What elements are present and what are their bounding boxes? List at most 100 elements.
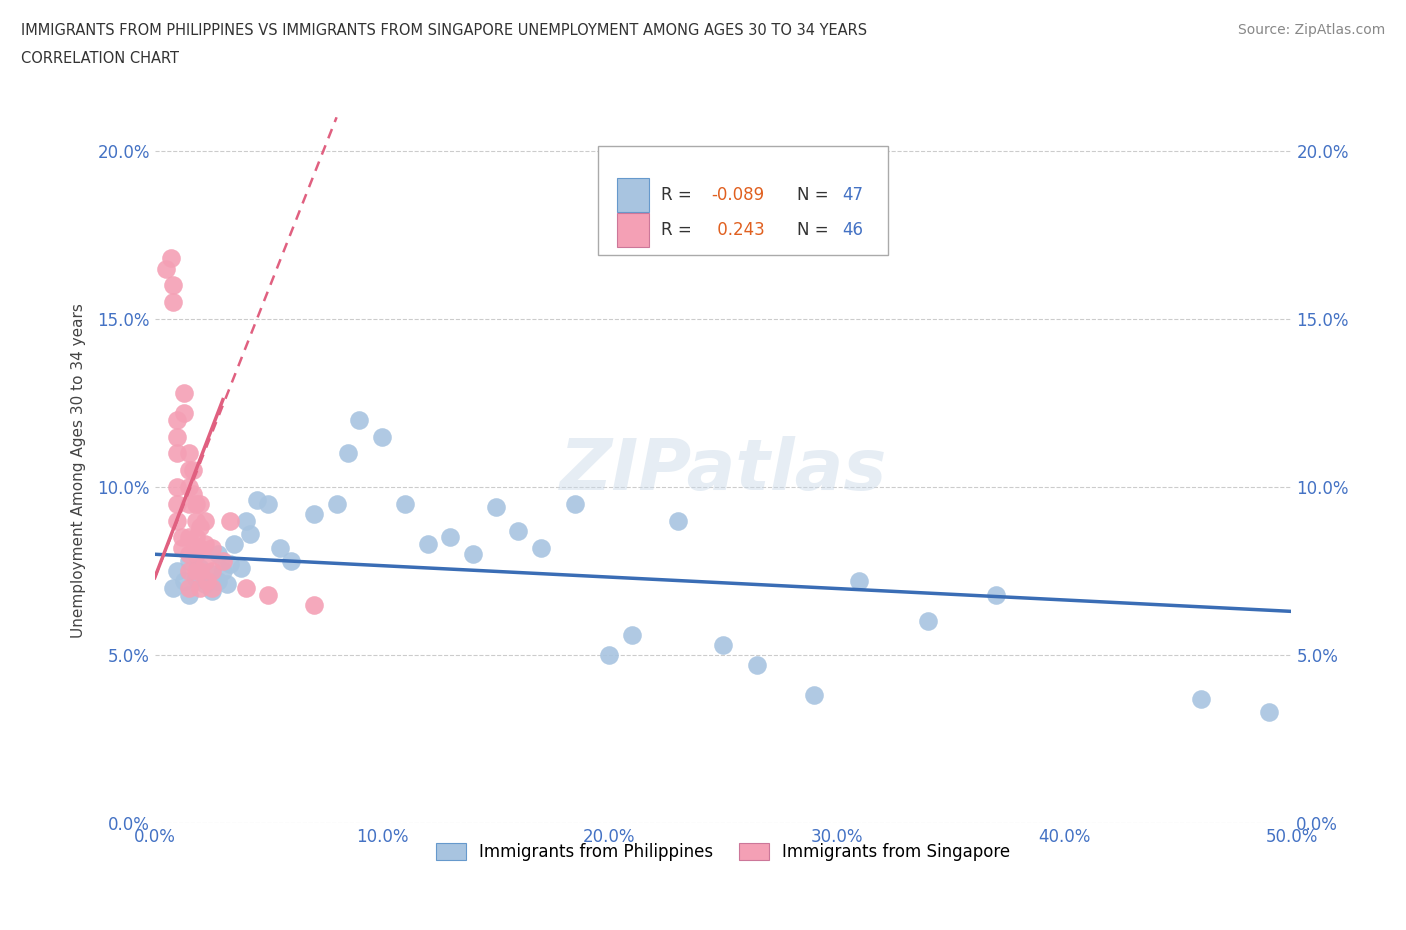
Point [325,497,347,512]
Point [184,570,207,585]
Text: N =: N = [797,221,834,239]
Point [235,513,257,528]
Point [195,574,218,589]
Point [711,638,734,653]
Point [218,513,240,528]
Point [177,480,200,495]
Point [212,564,235,578]
Point [184,564,207,578]
Point [302,507,325,522]
Point [598,647,620,662]
Text: 47: 47 [842,186,863,204]
Text: ZIPatlas: ZIPatlas [560,436,887,505]
Point [188,520,211,535]
Point [173,385,195,400]
Point [666,513,689,528]
Point [235,580,257,595]
Point [166,564,188,578]
Point [349,412,371,427]
Point [177,553,200,568]
Point [194,577,217,591]
Point [177,530,200,545]
Point [184,513,207,528]
Point [166,429,188,444]
Point [188,497,211,512]
Point [461,547,484,562]
Point [207,547,229,562]
Point [162,580,184,595]
Point [170,540,193,555]
Point [188,564,211,578]
Point [984,587,1007,602]
Point [280,553,302,568]
Text: IMMIGRANTS FROM PHILIPPINES VS IMMIGRANTS FROM SINGAPORE UNEMPLOYMENT AMONG AGES: IMMIGRANTS FROM PHILIPPINES VS IMMIGRANT… [21,23,868,38]
Text: R =: R = [661,221,696,239]
Point [177,580,200,595]
Point [302,597,325,612]
Point [394,497,416,512]
Point [173,574,195,589]
Text: -0.089: -0.089 [711,186,765,204]
Point [200,580,222,595]
Point [218,557,240,572]
Point [177,564,200,578]
Point [416,537,439,551]
Point [166,412,188,427]
Point [188,560,211,575]
Point [155,261,177,276]
Point [177,463,200,478]
Point [239,526,262,541]
Point [183,486,205,501]
Point [177,587,200,602]
Point [257,587,280,602]
Point [166,480,188,495]
Point [194,537,217,551]
Point [257,497,280,512]
Point [803,688,825,703]
Point [183,463,205,478]
Point [621,628,644,643]
Point [229,560,252,575]
Point [184,547,207,562]
Point [162,295,184,310]
Point [1257,705,1279,720]
Point [371,429,394,444]
Y-axis label: Unemployment Among Ages 30 to 34 years: Unemployment Among Ages 30 to 34 years [72,303,86,638]
Point [184,497,207,512]
Point [177,446,200,461]
Point [1189,691,1212,706]
Point [485,499,508,514]
Point [188,580,211,595]
Point [177,547,200,562]
Text: R =: R = [661,186,696,204]
Legend: Immigrants from Philippines, Immigrants from Singapore: Immigrants from Philippines, Immigrants … [429,836,1017,868]
Point [170,530,193,545]
Point [166,513,188,528]
Text: 46: 46 [842,221,863,239]
Point [194,513,217,528]
Text: 0.243: 0.243 [711,221,765,239]
FancyBboxPatch shape [617,213,650,247]
Point [207,574,229,589]
Point [508,524,530,538]
Point [564,497,586,512]
Point [269,540,291,555]
Point [747,658,769,672]
FancyBboxPatch shape [617,178,650,212]
Point [177,497,200,512]
Point [184,530,207,545]
Point [188,540,211,555]
Text: Source: ZipAtlas.com: Source: ZipAtlas.com [1237,23,1385,37]
FancyBboxPatch shape [598,145,889,255]
Point [848,574,870,589]
Point [173,405,195,420]
Point [194,553,217,568]
Point [200,584,222,599]
Point [200,540,222,555]
Point [336,446,359,461]
Text: CORRELATION CHART: CORRELATION CHART [21,51,179,66]
Point [212,553,235,568]
Point [224,537,246,551]
Text: N =: N = [797,186,834,204]
Point [246,493,269,508]
